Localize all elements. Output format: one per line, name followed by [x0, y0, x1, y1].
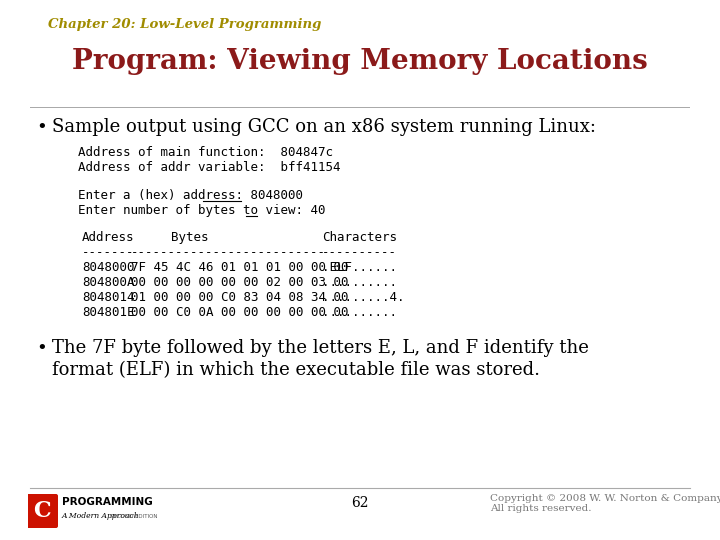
- Text: format (ELF) in which the executable file was stored.: format (ELF) in which the executable fil…: [52, 361, 540, 379]
- Text: Program: Viewing Memory Locations: Program: Viewing Memory Locations: [72, 48, 648, 75]
- Text: Chapter 20: Low-Level Programming: Chapter 20: Low-Level Programming: [48, 18, 321, 31]
- Text: The 7F byte followed by the letters E, L, and F identify the: The 7F byte followed by the letters E, L…: [52, 339, 589, 357]
- Text: Sample output using GCC on an x86 system running Linux:: Sample output using GCC on an x86 system…: [52, 118, 596, 136]
- Text: 804801E: 804801E: [82, 306, 135, 319]
- Text: Address of main function:  804847c: Address of main function: 804847c: [78, 146, 333, 159]
- Text: •: •: [36, 118, 47, 136]
- Text: 8048014: 8048014: [82, 291, 135, 304]
- Text: Address of addr variable:  bff41154: Address of addr variable: bff41154: [78, 161, 341, 174]
- Text: .........4.: .........4.: [322, 291, 404, 304]
- Text: -------: -------: [82, 246, 135, 259]
- Text: 62: 62: [351, 496, 369, 510]
- Text: 7F 45 4C 46 01 01 01 00 00 00: 7F 45 4C 46 01 01 01 00 00 00: [131, 261, 348, 274]
- Text: .ELF......: .ELF......: [322, 261, 397, 274]
- Text: A Modern Approach: A Modern Approach: [62, 512, 140, 520]
- Text: 804800A: 804800A: [82, 276, 135, 289]
- Text: Enter number of bytes to view: 40: Enter number of bytes to view: 40: [78, 204, 325, 217]
- Text: Characters: Characters: [322, 231, 397, 244]
- Text: ..........: ..........: [322, 306, 397, 319]
- Text: ----------: ----------: [322, 246, 397, 259]
- Text: 8048000: 8048000: [82, 261, 135, 274]
- Text: Bytes: Bytes: [171, 231, 208, 244]
- Text: C: C: [33, 500, 51, 522]
- Text: Address: Address: [82, 231, 135, 244]
- Text: PROGRAMMING: PROGRAMMING: [62, 497, 153, 507]
- Text: 01 00 00 00 C0 83 04 08 34 00: 01 00 00 00 C0 83 04 08 34 00: [131, 291, 348, 304]
- Text: ..........: ..........: [322, 276, 397, 289]
- Text: SECOND EDITION: SECOND EDITION: [110, 514, 158, 518]
- Text: •: •: [36, 339, 47, 357]
- Text: 00 00 00 00 00 00 02 00 03 00: 00 00 00 00 00 00 02 00 03 00: [131, 276, 348, 289]
- Text: Enter a (hex) address: 8048000: Enter a (hex) address: 8048000: [78, 189, 303, 202]
- Text: --------------------------: --------------------------: [131, 246, 325, 259]
- Text: 00 00 C0 0A 00 00 00 00 00 00: 00 00 C0 0A 00 00 00 00 00 00: [131, 306, 348, 319]
- FancyBboxPatch shape: [26, 494, 58, 528]
- Text: Copyright © 2008 W. W. Norton & Company.
All rights reserved.: Copyright © 2008 W. W. Norton & Company.…: [490, 494, 720, 514]
